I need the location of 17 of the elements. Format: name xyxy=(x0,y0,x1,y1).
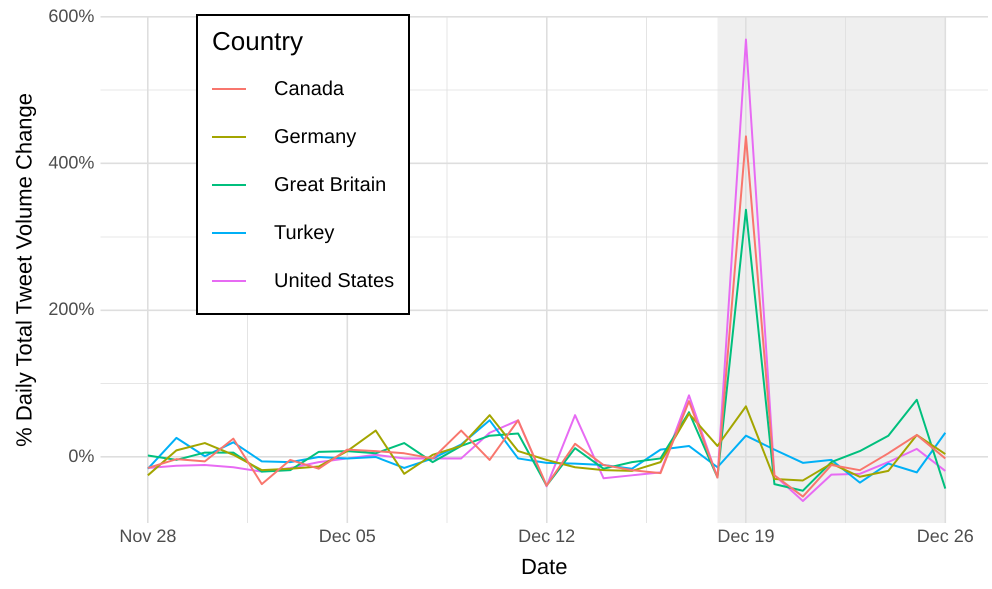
legend-label: Germany xyxy=(274,126,356,148)
legend-label: Turkey xyxy=(274,222,334,244)
legend-label: Great Britain xyxy=(274,174,386,196)
x-tick-label: Dec 26 xyxy=(916,526,974,546)
y-tick-label: 400% xyxy=(48,152,94,172)
y-axis-title: % Daily Total Tweet Volume Change xyxy=(11,92,36,447)
x-tick-label: Dec 05 xyxy=(318,526,376,546)
x-tick-label: Nov 28 xyxy=(119,526,176,546)
x-tick-label: Dec 12 xyxy=(518,526,576,546)
x-axis-title: Date xyxy=(520,554,568,579)
legend-title: Country xyxy=(212,26,304,57)
y-tick-label: 200% xyxy=(48,299,94,320)
y-tick-label: 0% xyxy=(68,446,94,466)
x-tick-label: Dec 19 xyxy=(717,526,774,546)
legend-label: Canada xyxy=(274,78,344,100)
y-tick-label: 600% xyxy=(48,6,94,26)
legend-label: United States xyxy=(274,270,394,292)
